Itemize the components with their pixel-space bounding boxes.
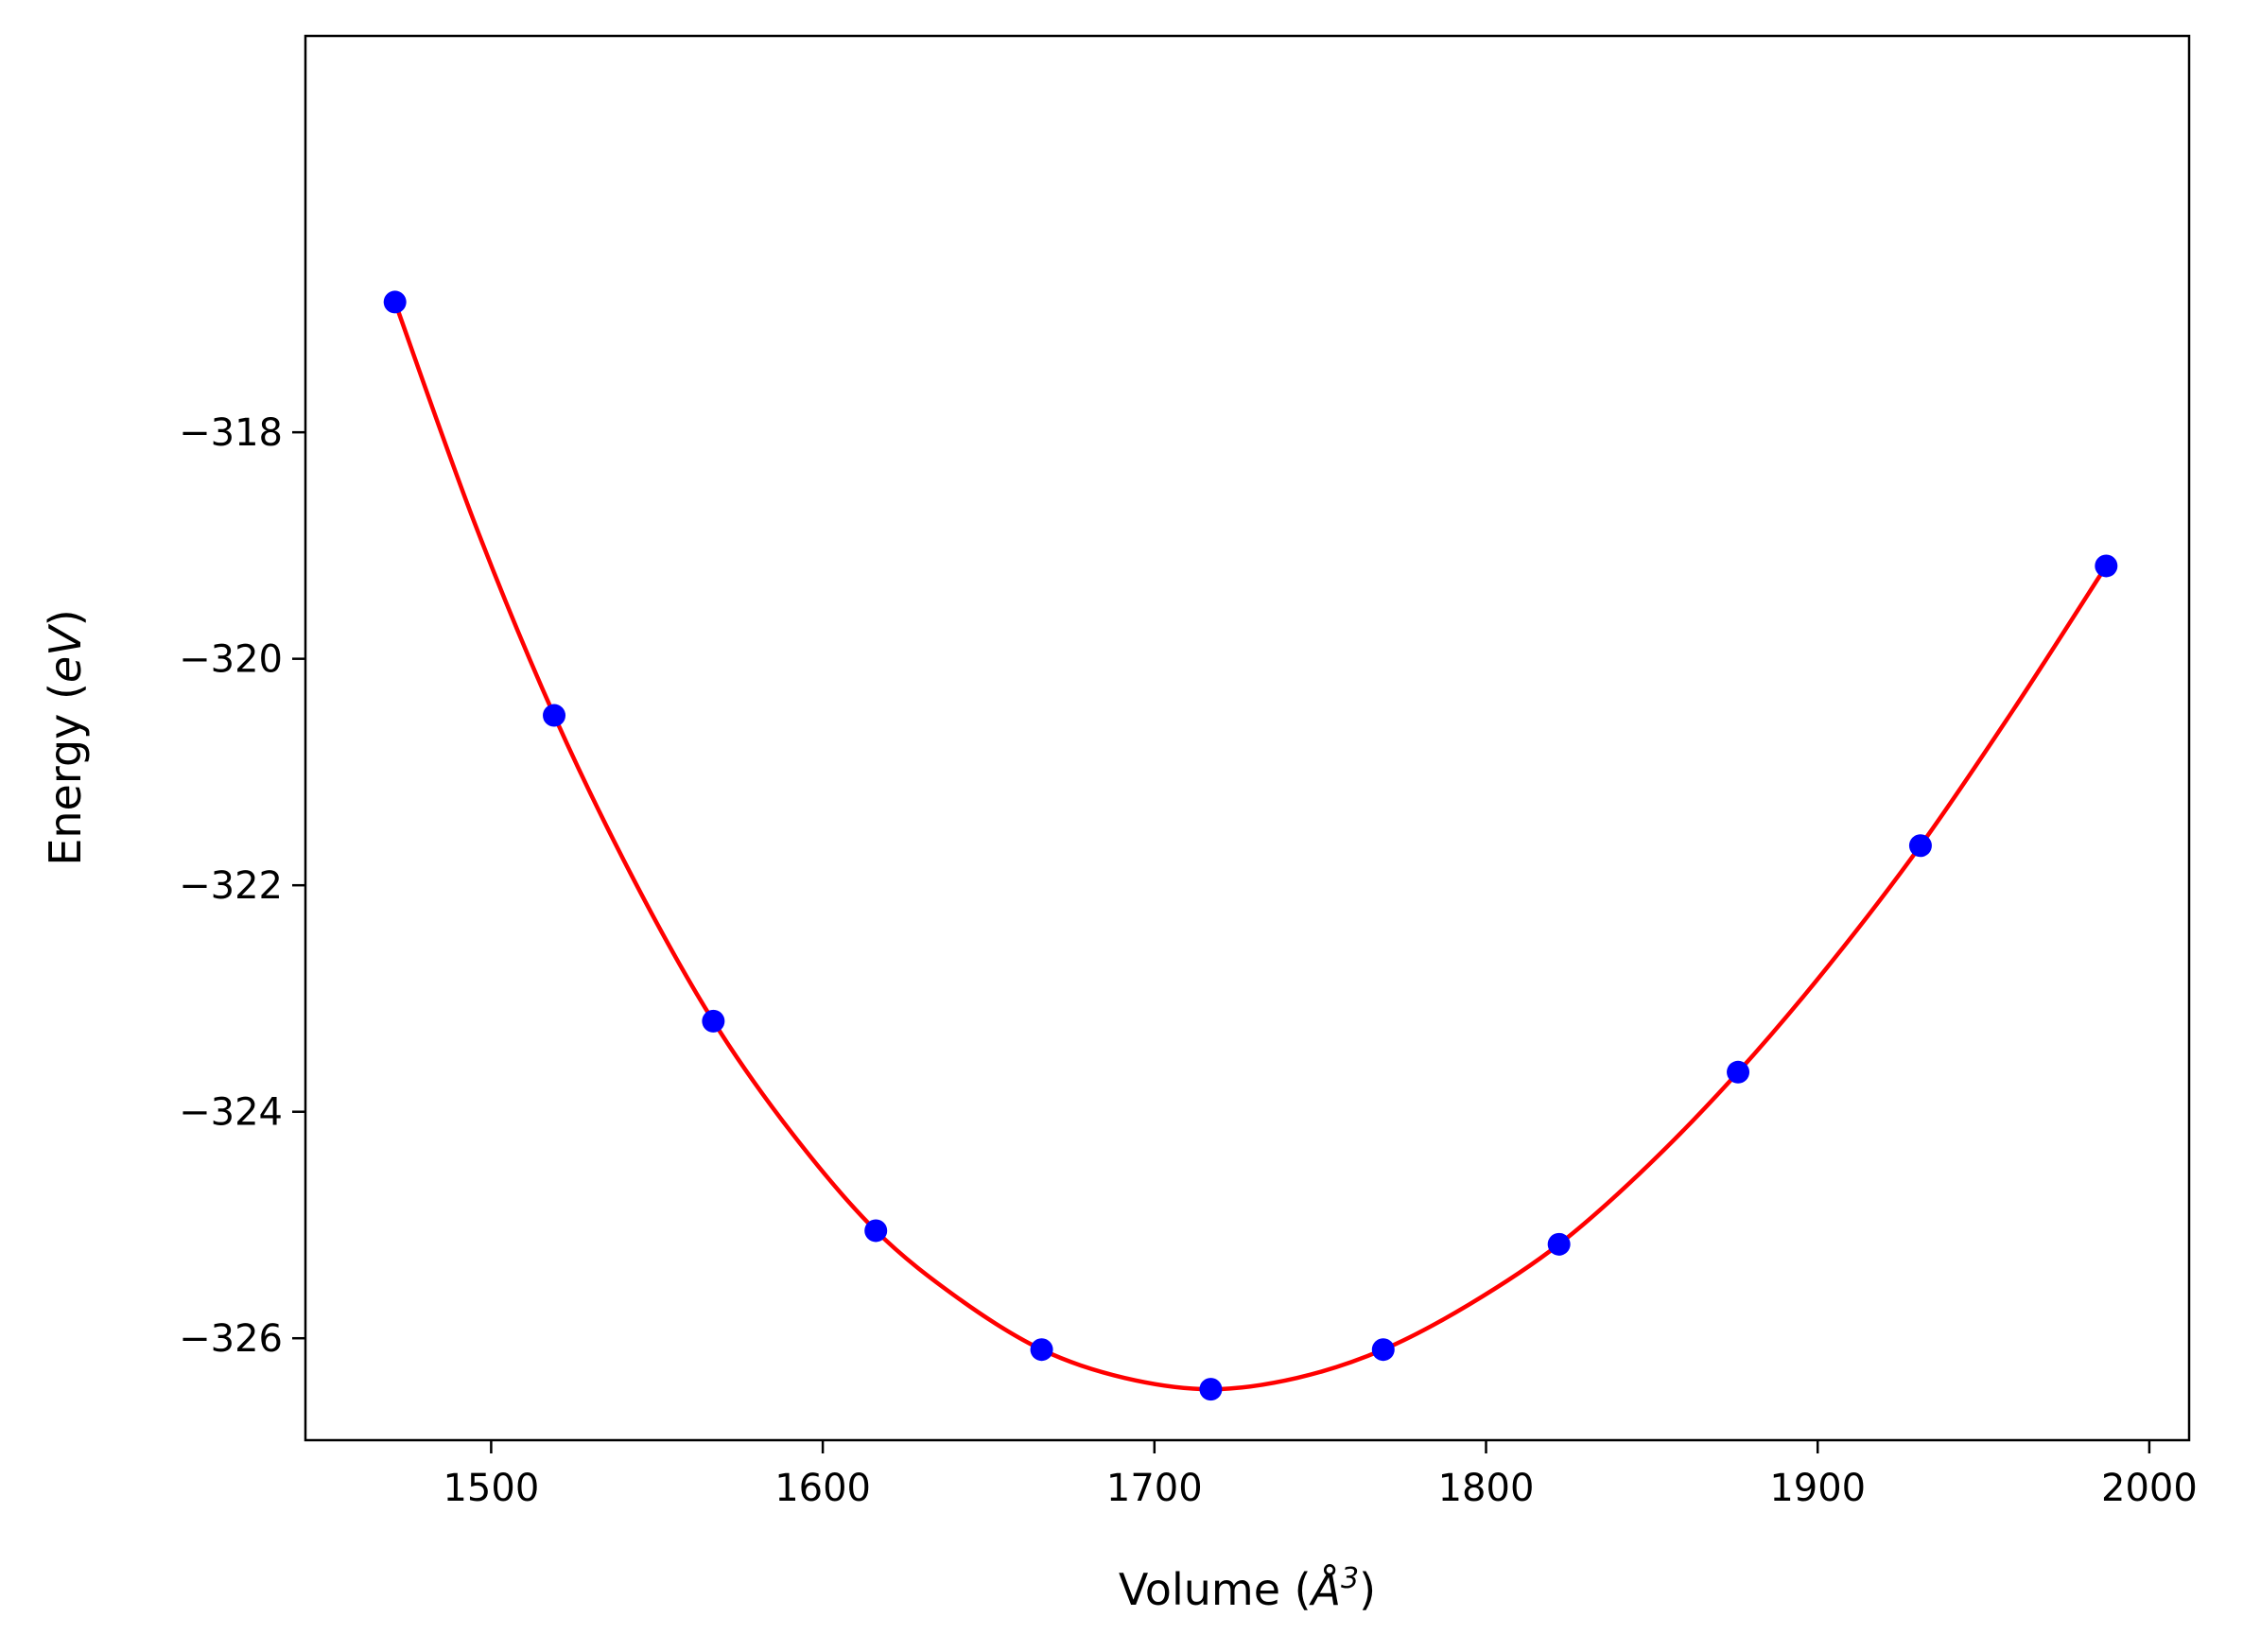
x-tick-label: 1900 bbox=[1769, 1467, 1866, 1510]
x-tick-label: 1800 bbox=[1438, 1467, 1535, 1510]
x-tick-label: 1500 bbox=[443, 1467, 539, 1510]
data-point bbox=[543, 704, 566, 727]
y-tick-label: −320 bbox=[179, 638, 283, 682]
data-point bbox=[383, 290, 407, 314]
data-point bbox=[1727, 1060, 1750, 1084]
data-point bbox=[702, 1009, 725, 1033]
plot-frame bbox=[304, 34, 2191, 1442]
y-tick-label: −326 bbox=[179, 1317, 283, 1361]
data-point bbox=[1030, 1338, 1053, 1362]
data-point bbox=[1908, 834, 1932, 858]
y-axis-title: Energy (eV) bbox=[40, 609, 91, 865]
x-tick-label: 1700 bbox=[1106, 1467, 1203, 1510]
y-axis: −318 −320 −322 −324 −326 bbox=[179, 411, 305, 1361]
y-tick-label: −324 bbox=[179, 1091, 283, 1135]
data-point bbox=[864, 1219, 888, 1243]
y-tick-label: −322 bbox=[179, 864, 283, 908]
x-tick-label: 1600 bbox=[774, 1467, 871, 1510]
x-axis-title: Volume (Å3) bbox=[1119, 1562, 1376, 1615]
data-point bbox=[1199, 1378, 1223, 1401]
data-point bbox=[2095, 554, 2118, 578]
x-axis: 1500 1600 1700 1800 1900 2000 bbox=[443, 1440, 2198, 1510]
plot-layer bbox=[383, 290, 2118, 1401]
fit-curve bbox=[392, 301, 2109, 1392]
y-tick-label: −318 bbox=[179, 411, 283, 455]
data-point bbox=[1371, 1338, 1395, 1362]
x-tick-label: 2000 bbox=[2101, 1467, 2198, 1510]
data-point bbox=[1547, 1232, 1571, 1256]
